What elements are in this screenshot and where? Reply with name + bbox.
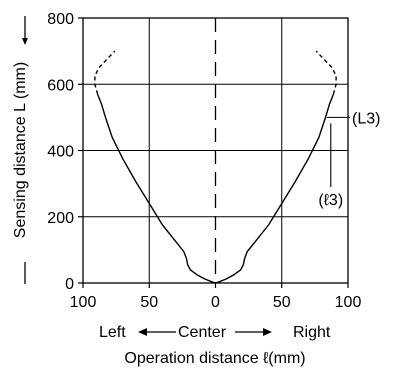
series-line bbox=[94, 50, 116, 95]
annotation-ell3: (ℓ3) bbox=[318, 192, 343, 209]
series-line bbox=[315, 50, 337, 95]
x-tick-label: 50 bbox=[140, 294, 158, 311]
right-arrow-head bbox=[263, 328, 272, 336]
x-tick-label: 0 bbox=[211, 294, 220, 311]
y-tick-label: 800 bbox=[47, 11, 74, 28]
y-axis-label: Sensing distance L (mm) bbox=[12, 62, 29, 238]
y-tick-label: 200 bbox=[47, 210, 74, 227]
y-tick-label: 400 bbox=[47, 144, 74, 161]
x-tick-label: 100 bbox=[335, 294, 362, 311]
y-tick-label: 0 bbox=[65, 276, 74, 293]
x-tick-label: 100 bbox=[70, 294, 97, 311]
annotations: (L3) (ℓ3) bbox=[318, 110, 380, 209]
left-arrow-head bbox=[138, 328, 147, 336]
direction-left-label: Left bbox=[99, 324, 126, 341]
annotation-L3: (L3) bbox=[352, 110, 380, 127]
y-tick-label: 600 bbox=[47, 77, 74, 94]
direction-center-label: Center bbox=[178, 324, 227, 341]
x-tick-label: 50 bbox=[273, 294, 291, 311]
x-axis-label: Operation distance ℓ(mm) bbox=[124, 350, 305, 367]
y-axis-label-arrowhead bbox=[22, 38, 28, 45]
series-line bbox=[96, 93, 216, 284]
series-line bbox=[215, 93, 335, 284]
direction-right-label: Right bbox=[293, 324, 331, 341]
series-group bbox=[94, 50, 337, 284]
